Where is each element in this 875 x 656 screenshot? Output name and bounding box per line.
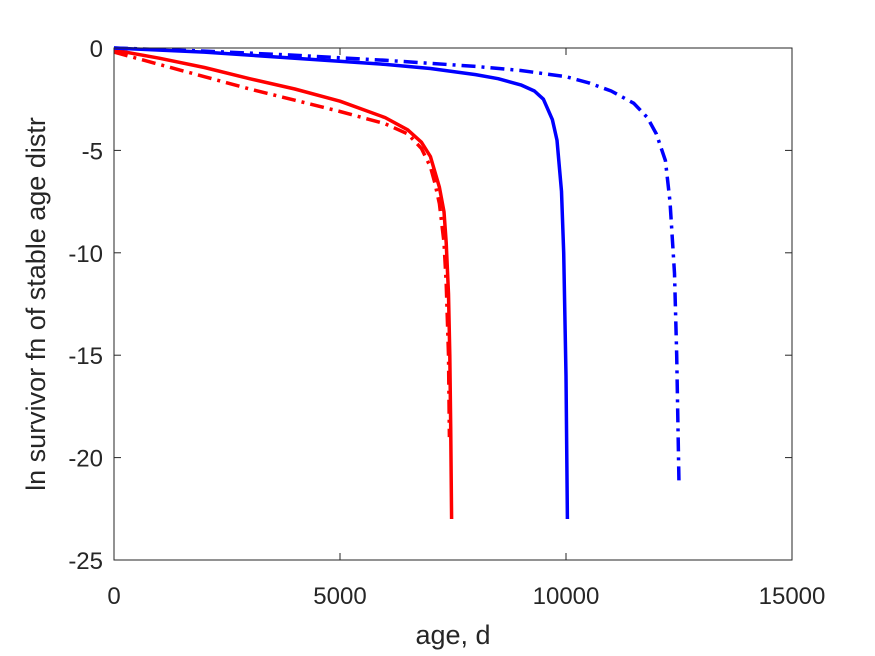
x-tick-label: 15000 xyxy=(759,583,826,610)
series-layer xyxy=(113,46,681,520)
y-tick-label: -15 xyxy=(68,343,103,370)
y-tick-label: -5 xyxy=(82,138,103,165)
y-tick-label: -25 xyxy=(68,548,103,575)
series-line-3 xyxy=(113,46,570,520)
tick-layer: 0 5000 10000 15000 0 -5 -10 -15 -20 -25 xyxy=(68,36,825,610)
series-line-2 xyxy=(113,50,452,438)
y-tick-label: -20 xyxy=(68,446,103,473)
x-tick-label: 10000 xyxy=(533,583,600,610)
x-tick-label: 0 xyxy=(107,583,120,610)
y-tick-label: 0 xyxy=(90,36,103,63)
x-tick-label: 5000 xyxy=(313,583,366,610)
x-axis-label: age, d xyxy=(415,620,490,650)
y-tick-label: -10 xyxy=(68,241,103,268)
plot-box xyxy=(113,47,793,561)
y-axis-label: ln survivor fn of stable age distr xyxy=(21,117,51,491)
series-line-4 xyxy=(113,46,681,485)
